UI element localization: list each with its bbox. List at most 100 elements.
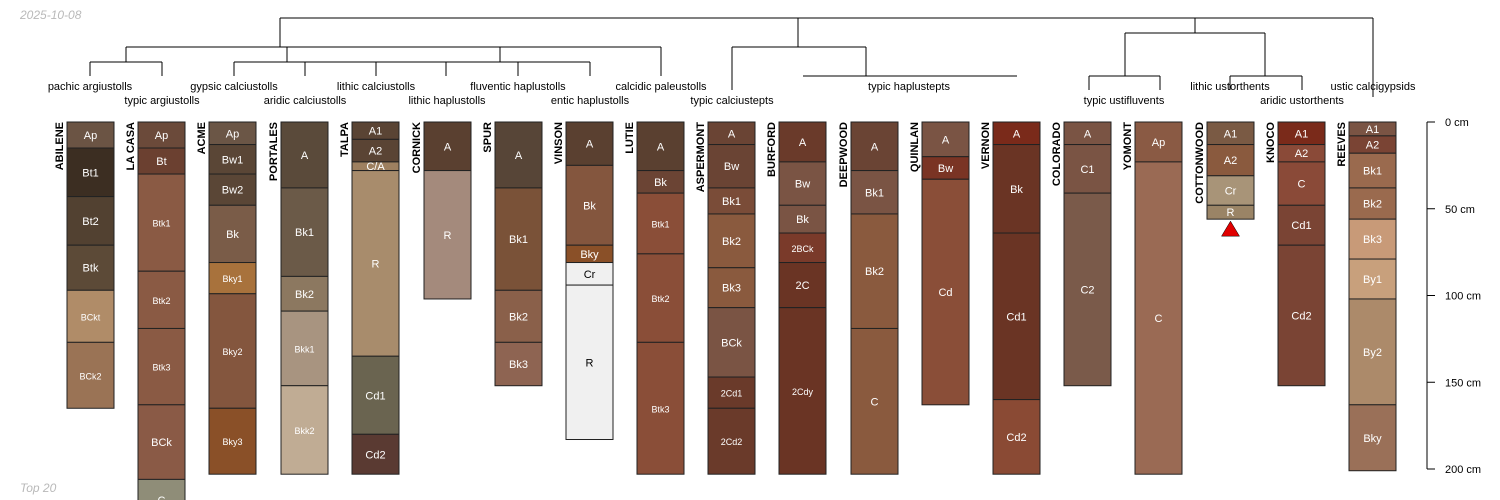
- profile-knoco: A1 A2 C Cd1 Cd2 KNOCO: [1265, 121, 1326, 387]
- horizon-label: A: [871, 141, 879, 153]
- profile-spur: A Bk1 Bk2 Bk3 SPUR: [482, 121, 543, 387]
- horizon: [707, 376, 756, 409]
- horizon: [66, 289, 115, 343]
- horizon-label: Bk: [226, 229, 239, 241]
- horizon-label: Bkk1: [294, 344, 314, 354]
- horizon: [208, 144, 257, 175]
- horizon: [137, 147, 186, 175]
- horizon: [1277, 244, 1326, 387]
- profile-acme: Ap Bw1 Bw2 Bk Bky1 Bky2 Bky3 ACME: [196, 121, 257, 475]
- horizon: [137, 121, 186, 149]
- horizon-label: C: [158, 495, 166, 500]
- horizon-label: Bw2: [222, 185, 243, 197]
- profile-cottonwood: A1 A2 Cr R COTTONWOOD: [1194, 121, 1255, 237]
- horizon-label: Bw1: [222, 154, 243, 166]
- horizon: [1348, 218, 1397, 260]
- horizon: [636, 192, 685, 255]
- horizon: [778, 232, 827, 264]
- horizon: [778, 204, 827, 234]
- horizon: [1348, 152, 1397, 189]
- horizon-label: C: [871, 396, 879, 408]
- taxon-label: aridic ustorthents: [1260, 95, 1344, 107]
- horizon-label: R: [1227, 207, 1235, 219]
- horizon-label: Ap: [84, 130, 97, 142]
- horizon: [208, 262, 257, 295]
- horizon-label: R: [444, 230, 452, 242]
- horizon-label: 2Cd2: [721, 437, 743, 447]
- profile-name: REEVES: [1336, 122, 1348, 167]
- horizon-label: Cd: [938, 287, 952, 299]
- horizon: [1206, 204, 1255, 220]
- horizon-label: R: [372, 258, 380, 270]
- horizon-label: Bk1: [1363, 166, 1382, 178]
- footer-label: Top 20: [20, 481, 57, 495]
- horizon-label: Btk1: [152, 219, 170, 229]
- horizon: [1277, 204, 1326, 246]
- profile-name: VINSON: [553, 122, 565, 164]
- horizon: [137, 173, 186, 272]
- horizon-label: C: [1155, 313, 1163, 325]
- horizon-label: A2: [1224, 155, 1237, 167]
- horizon-label: Btk: [83, 263, 99, 275]
- lithic-contact-marker: [1221, 220, 1240, 237]
- horizon: [992, 399, 1041, 475]
- horizon: [707, 187, 756, 215]
- horizon-label: Cr: [584, 269, 596, 281]
- horizon: [565, 284, 614, 441]
- horizon-label: Btk3: [651, 404, 669, 414]
- horizon-label: Bk: [583, 200, 596, 212]
- profile-cornick: A R CORNICK: [411, 121, 472, 300]
- horizon-label: Bky1: [222, 274, 242, 284]
- depth-tick-label: 50 cm: [1445, 204, 1475, 216]
- horizon: [707, 267, 756, 309]
- profile-reeves: A1 A2 Bk1 Bk2 Bk3 By1 By2 Bky REEVES: [1336, 121, 1397, 472]
- taxon-label: aridic calciustolls: [264, 95, 347, 107]
- horizon-label: Ap: [1152, 137, 1165, 149]
- horizon: [423, 170, 472, 300]
- horizon-label: Bky: [580, 249, 599, 261]
- horizon-label: Bk: [654, 177, 667, 189]
- horizon: [1063, 144, 1112, 194]
- depth-tick-label: 200 cm: [1445, 464, 1481, 476]
- horizon: [992, 144, 1041, 234]
- horizon-label: Cr: [1225, 186, 1237, 198]
- depth-tick-label: 100 cm: [1445, 291, 1481, 303]
- horizon: [494, 289, 543, 343]
- horizon: [636, 341, 685, 475]
- profile-portales: A Bk1 Bk2 Bkk1 Bkk2 PORTALES: [268, 121, 329, 475]
- horizon-label: R: [586, 357, 594, 369]
- horizon: [565, 164, 614, 246]
- profile-name: LUTIE: [624, 122, 636, 154]
- taxon-label: typic calciustepts: [690, 95, 774, 107]
- profile-name: VERNON: [980, 122, 992, 169]
- profile-la-casa: Ap Bt Btk1 Btk2 Btk3 BCk C LA CASA: [125, 121, 186, 500]
- horizon-label: Bt1: [82, 167, 99, 179]
- horizon: [137, 327, 186, 406]
- horizon-label: Cd2: [1006, 432, 1026, 444]
- horizon: [1277, 161, 1326, 206]
- horizon-label: Cd2: [1291, 310, 1311, 322]
- depth-tick-label: 0 cm: [1445, 117, 1469, 129]
- horizon-label: A2: [1366, 140, 1379, 152]
- horizon: [351, 433, 400, 475]
- horizon: [707, 213, 756, 269]
- horizon-label: 2C: [795, 280, 809, 292]
- horizon: [494, 341, 543, 387]
- horizon: [778, 161, 827, 206]
- profile-name: BURFORD: [766, 122, 778, 177]
- horizon: [66, 196, 115, 246]
- horizon: [1348, 298, 1397, 406]
- horizon-label: A: [657, 141, 665, 153]
- horizon-label: BCkt: [81, 312, 101, 322]
- taxon-label: entic haplustolls: [551, 95, 630, 107]
- horizon: [208, 173, 257, 206]
- profile-name: KNOCO: [1265, 122, 1277, 163]
- horizon-label: Bk1: [509, 234, 528, 246]
- horizon: [280, 275, 329, 312]
- profile-colorado: A C1 C2 COLORADO: [1051, 121, 1112, 387]
- horizon: [707, 144, 756, 189]
- horizon-label: C1: [1080, 164, 1094, 176]
- horizon: [565, 121, 614, 166]
- profile-name: ABILENE: [54, 122, 66, 170]
